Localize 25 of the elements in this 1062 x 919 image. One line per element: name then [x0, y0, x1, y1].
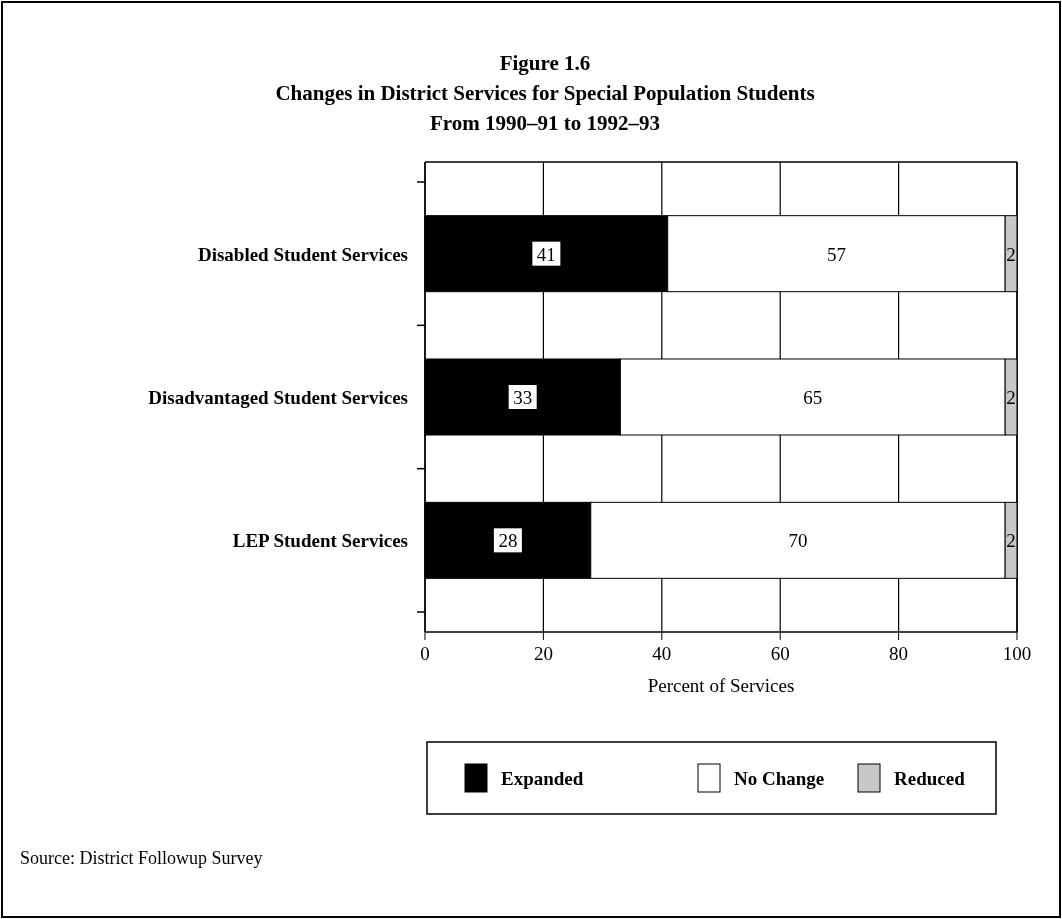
data-label: 2 [1006, 387, 1016, 408]
legend-label: Reduced [894, 768, 966, 789]
data-label: 28 [498, 530, 518, 552]
x-tick-label: 40 [652, 643, 672, 664]
x-tick-label: 100 [1002, 643, 1032, 664]
data-label: 41 [536, 243, 556, 265]
legend-label: No Change [734, 768, 825, 789]
data-label: 2 [1006, 243, 1016, 265]
y-tick-label: Disabled Student Services [197, 243, 408, 265]
source-note: Source: District Followup Survey [20, 848, 263, 868]
data-label: 2 [1006, 530, 1016, 552]
chart-subtitle: Changes in District Services for Special Population Students From 1990–91 to 1992–93 [275, 81, 815, 135]
y-tick-label: Disadvantaged Student Services [148, 387, 408, 408]
data-label: 70 [788, 530, 808, 552]
x-tick-label: 80 [889, 643, 909, 664]
x-tick-label: 20 [533, 643, 553, 664]
x-tick-label: 0 [420, 643, 430, 664]
data-label: 65 [803, 387, 823, 408]
chart-title: Figure 1.6 [499, 51, 591, 75]
data-label: 33 [513, 387, 533, 408]
x-tick-label: 60 [770, 643, 790, 664]
y-tick-label: LEP Student Services [232, 530, 408, 552]
legend-label: Expanded [501, 768, 584, 789]
data-label: 57 [826, 243, 846, 265]
x-axis-title: Percent of Services [647, 675, 795, 696]
